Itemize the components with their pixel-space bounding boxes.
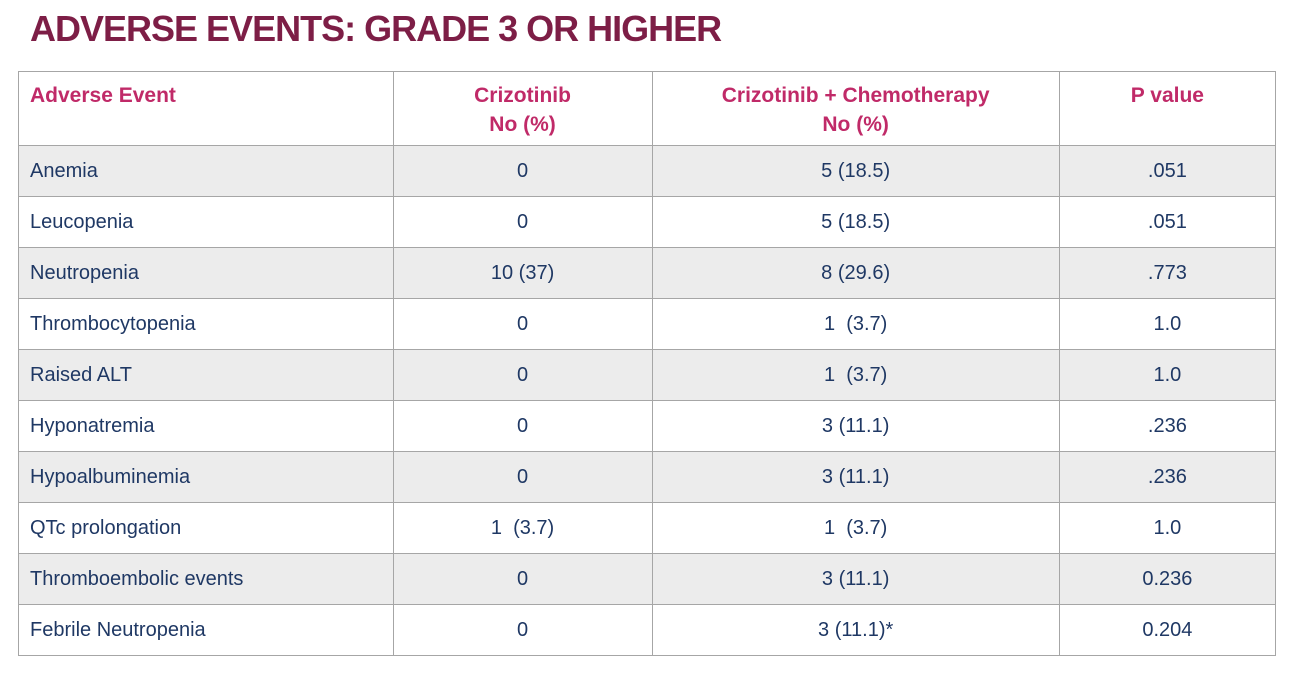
cell-adverse-event: Neutropenia	[18, 247, 394, 299]
table-row: Hyponatremia 0 3 (11.1) .236	[18, 400, 1277, 452]
cell-p-value: 1.0	[1058, 298, 1277, 350]
column-header-1: Adverse Event	[18, 71, 394, 146]
column-header-3: Crizotinib + Chemotherapy No (%)	[651, 71, 1060, 146]
table-row: Leucopenia 0 5 (18.5) .051	[18, 196, 1277, 248]
cell-crizotinib-chemotherapy: 5 (18.5)	[651, 145, 1060, 197]
cell-adverse-event: Thrombocytopenia	[18, 298, 394, 350]
adverse-events-table-container: Adverse Event Crizotinib No (%) Crizotinib …	[18, 71, 1277, 656]
cell-crizotinib: 0	[392, 604, 653, 656]
cell-crizotinib-chemotherapy: 3 (11.1)	[651, 553, 1060, 605]
cell-adverse-event: QTc prolongation	[18, 502, 394, 554]
table-row: Raised ALT 0 1 (3.7) 1.0	[18, 349, 1277, 401]
table-row: Anemia 0 5 (18.5) .051	[18, 145, 1277, 197]
cell-crizotinib: 1 (3.7)	[392, 502, 653, 554]
cell-p-value: 1.0	[1058, 349, 1277, 401]
cell-crizotinib: 0	[392, 400, 653, 452]
header-row: Adverse Event Crizotinib No (%) Crizotinib …	[18, 71, 1277, 146]
cell-adverse-event: Raised ALT	[18, 349, 394, 401]
column-header-label: Adverse Event	[30, 84, 176, 107]
column-header-4: P value	[1058, 71, 1277, 146]
table-row: Hypoalbuminemia 0 3 (11.1) .236	[18, 451, 1277, 503]
cell-p-value: 0.204	[1058, 604, 1277, 656]
column-header-2: Crizotinib No (%)	[392, 71, 653, 146]
table-body: Anemia 0 5 (18.5) .051 Leucopenia 0 5 (18.5) .0…	[18, 145, 1277, 656]
table-row: Febrile Neutropenia 0 3 (11.1)* 0.204	[18, 604, 1277, 656]
cell-adverse-event: Leucopenia	[18, 196, 394, 248]
cell-p-value: .236	[1058, 451, 1277, 503]
cell-crizotinib-chemotherapy: 1 (3.7)	[651, 298, 1060, 350]
cell-crizotinib-chemotherapy: 1 (3.7)	[651, 502, 1060, 554]
cell-crizotinib: 10 (37)	[392, 247, 653, 299]
column-header-label: Crizotinib + Chemotherapy	[721, 84, 990, 107]
cell-crizotinib: 0	[392, 145, 653, 197]
cell-crizotinib: 0	[392, 553, 653, 605]
cell-crizotinib: 0	[392, 298, 653, 350]
cell-adverse-event: Febrile Neutropenia	[18, 604, 394, 656]
column-header-subline: No (%)	[822, 113, 889, 136]
column-header-label: Crizotinib	[474, 84, 571, 107]
cell-crizotinib: 0	[392, 349, 653, 401]
cell-adverse-event: Hyponatremia	[18, 400, 394, 452]
cell-crizotinib-chemotherapy: 1 (3.7)	[651, 349, 1060, 401]
cell-p-value: .051	[1058, 196, 1277, 248]
cell-adverse-event: Anemia	[18, 145, 394, 197]
table-row: QTc prolongation 1 (3.7) 1 (3.7) 1.0	[18, 502, 1277, 554]
cell-p-value: .236	[1058, 400, 1277, 452]
adverse-events-table: Adverse Event Crizotinib No (%) Crizotinib …	[18, 71, 1277, 656]
cell-crizotinib-chemotherapy: 5 (18.5)	[651, 196, 1060, 248]
page-title: ADVERSE EVENTS: GRADE 3 OR HIGHER	[30, 8, 722, 49]
table-header: Adverse Event Crizotinib No (%) Crizotinib …	[18, 71, 1277, 146]
cell-p-value: 1.0	[1058, 502, 1277, 554]
table-row: Thromboembolic events 0 3 (11.1) 0.236	[18, 553, 1277, 605]
column-header-label: P value	[1130, 84, 1204, 107]
cell-p-value: 0.236	[1058, 553, 1277, 605]
cell-adverse-event: Thromboembolic events	[18, 553, 394, 605]
cell-p-value: .051	[1058, 145, 1277, 197]
cell-crizotinib: 0	[392, 451, 653, 503]
cell-crizotinib-chemotherapy: 3 (11.1)	[651, 400, 1060, 452]
cell-p-value: .773	[1058, 247, 1277, 299]
cell-crizotinib-chemotherapy: 8 (29.6)	[651, 247, 1060, 299]
table-row: Thrombocytopenia 0 1 (3.7) 1.0	[18, 298, 1277, 350]
table-row: Neutropenia 10 (37) 8 (29.6) .773	[18, 247, 1277, 299]
cell-adverse-event: Hypoalbuminemia	[18, 451, 394, 503]
cell-crizotinib-chemotherapy: 3 (11.1)	[651, 451, 1060, 503]
cell-crizotinib: 0	[392, 196, 653, 248]
column-header-subline: No (%)	[489, 113, 556, 136]
cell-crizotinib-chemotherapy: 3 (11.1)*	[651, 604, 1060, 656]
